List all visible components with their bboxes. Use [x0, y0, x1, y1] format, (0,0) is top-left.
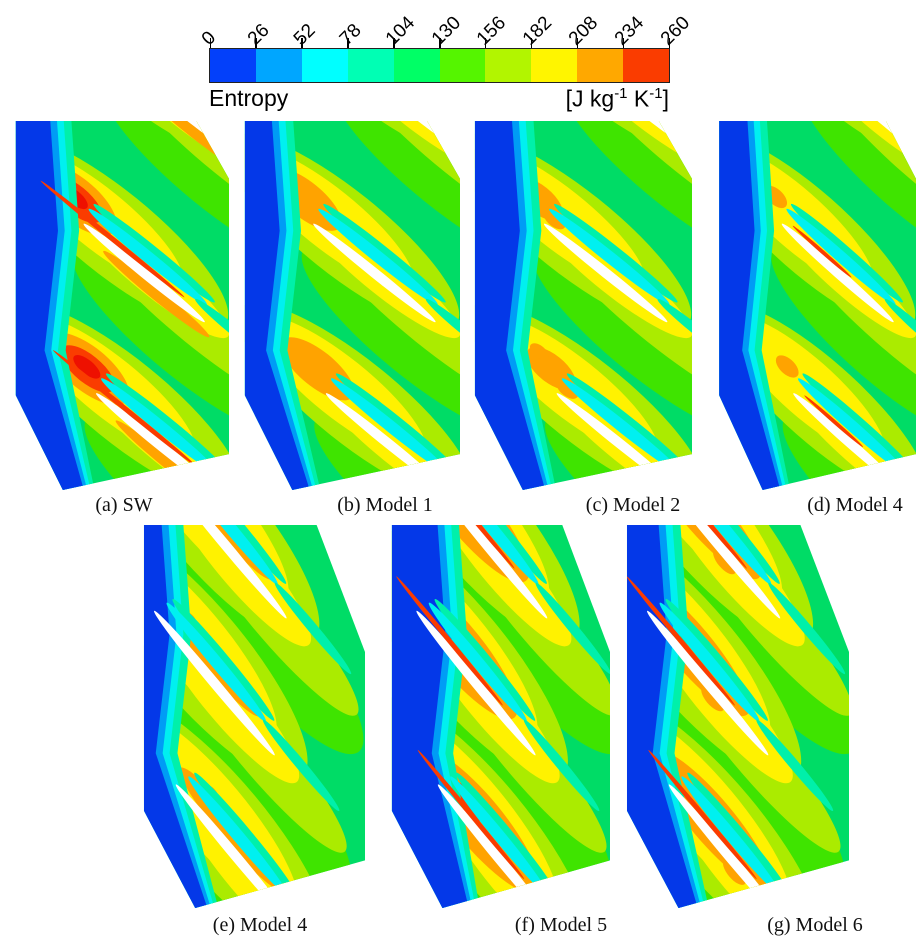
colorbar-segment [577, 49, 624, 82]
colorbar-segment [393, 49, 440, 82]
colorbar-tick [484, 38, 487, 48]
contour-plot-model5 [391, 525, 610, 909]
colorbar-tick [668, 38, 670, 48]
colorbar-tick-label: 52 [289, 19, 320, 50]
colorbar-tick-label: 156 [473, 12, 511, 50]
colorbar-tick [622, 38, 625, 48]
contour-plot-model4-row1 [719, 121, 916, 490]
colorbar-tick-label: 182 [519, 12, 557, 50]
colorbar-tick-label: 0 [197, 27, 221, 50]
colorbar-segment [531, 49, 578, 82]
caption-b: (b) Model 1 [337, 494, 433, 516]
colorbar-tick [530, 38, 533, 48]
colorbar-tick [255, 38, 257, 48]
colorbar-tick-label: 208 [565, 12, 603, 50]
caption-a: (a) SW [95, 494, 153, 516]
colorbar-tick-label: 104 [381, 12, 419, 50]
colorbar-tick [209, 38, 211, 48]
colorbar-units-label: [J kg-1 K-1] [565, 85, 669, 112]
colorbar-tick-label: 260 [656, 12, 695, 50]
colorbar-tick-label: 130 [427, 12, 465, 50]
colorbar-tick [393, 38, 395, 48]
colorbar-tick-label: 26 [243, 19, 274, 50]
contour-panel-c [467, 121, 692, 490]
caption-e: (e) Model 4 [212, 914, 308, 936]
contour-panel-e [136, 525, 365, 910]
caption-d: (d) Model 4 [807, 494, 903, 516]
colorbar-segment [347, 49, 394, 82]
contour-plot-model2 [474, 121, 692, 490]
caption-c: (c) Model 2 [585, 494, 681, 516]
contour-plot-model6 [626, 525, 849, 909]
colorbar-tick-label: 78 [335, 19, 366, 50]
colorbar: 0 26 52 78 104 130 156 182 208 234 260 [198, 12, 694, 83]
contour-plot-model4-row2 [143, 525, 365, 909]
colorbar-segment [485, 49, 532, 82]
caption-f: (f) Model 5 [514, 914, 608, 936]
colorbar-tick-label: 234 [610, 12, 649, 50]
contour-panel-a [8, 121, 229, 490]
colorbar-segment [301, 49, 348, 82]
contour-panel-d [712, 121, 916, 490]
contour-panel-b [237, 121, 460, 490]
colorbar-tick [576, 38, 579, 48]
contour-panel-g [619, 525, 849, 910]
colorbar-segment [255, 49, 302, 82]
contour-panel-f [384, 525, 610, 910]
contour-plot-sw [15, 121, 229, 490]
caption-g: (g) Model 6 [767, 914, 863, 936]
colorbar-segment [210, 49, 256, 82]
contour-plot-model1 [244, 121, 460, 490]
colorbar-field-label: Entropy [209, 85, 289, 111]
colorbar-tick [347, 38, 349, 48]
colorbar-segment [439, 49, 486, 82]
colorbar-segment [623, 49, 670, 82]
colorbar-tick [439, 38, 441, 48]
colorbar-tick [301, 38, 303, 48]
